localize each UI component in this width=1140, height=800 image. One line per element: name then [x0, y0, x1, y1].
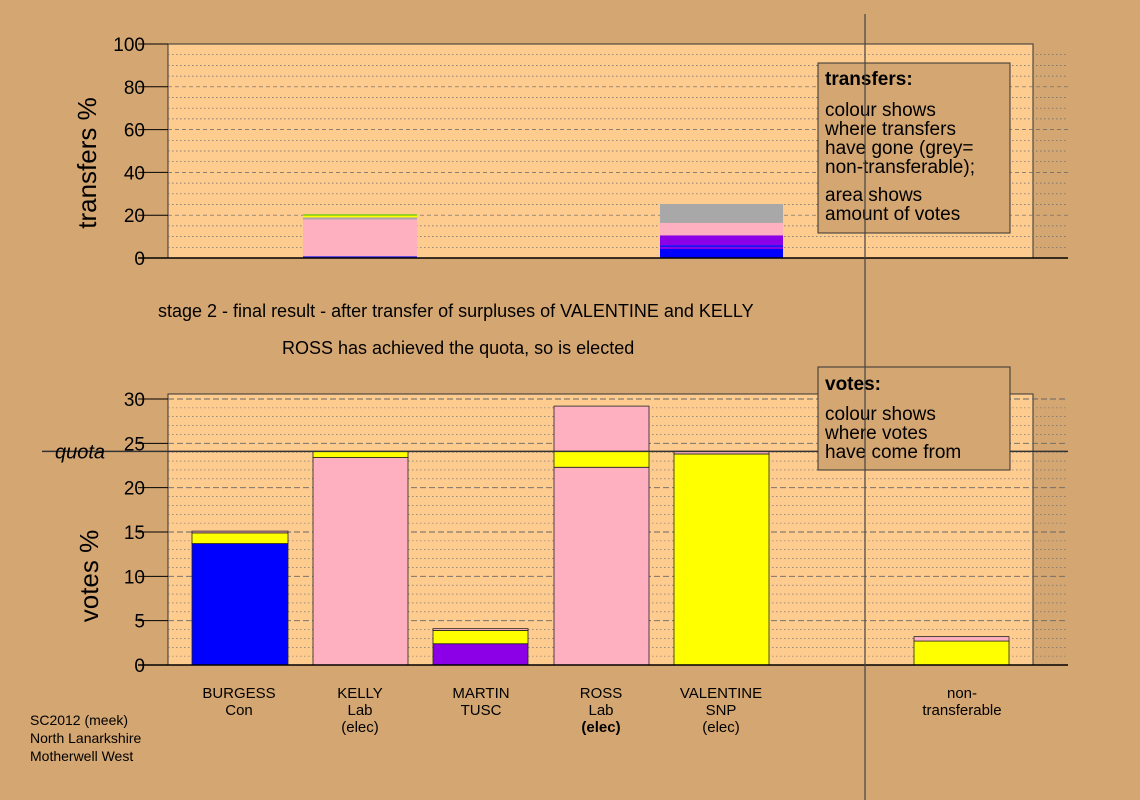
y-tick-label: 20 — [124, 206, 145, 227]
votes-y-ticks: 0 5 10 15 20 25 30 — [124, 390, 168, 677]
votes-legend-line: have come from — [825, 442, 961, 463]
vote-segment — [191, 530, 289, 534]
votes-bars — [191, 405, 1010, 666]
transfers-legend-line: colour shows — [825, 100, 936, 121]
transfer-segment — [303, 256, 417, 258]
vote-segment — [191, 532, 289, 544]
y-tick-label: 20 — [124, 479, 145, 500]
credit-line: North Lanarkshire — [30, 730, 141, 746]
x-category-label: (elec) — [341, 719, 379, 736]
vote-segment — [553, 450, 650, 468]
vote-segment — [432, 628, 529, 631]
transfer-segment — [303, 217, 417, 220]
vote-segment — [432, 643, 529, 666]
x-category-label: VALENTINE — [680, 685, 762, 702]
y-tick-label: 0 — [134, 249, 145, 270]
x-category-label: MARTIN — [452, 685, 509, 702]
y-tick-label: 80 — [124, 78, 145, 99]
vote-segment — [913, 636, 1010, 642]
transfers-legend-box — [817, 62, 1011, 234]
x-category-label: SNP — [706, 702, 737, 719]
y-tick-label: 40 — [124, 163, 145, 184]
x-category-label: transferable — [922, 702, 1001, 719]
transfers-legend: transfers: colour shows where transfers … — [817, 62, 1011, 234]
y-tick-label: 10 — [124, 567, 145, 588]
x-category-label: TUSC — [461, 702, 502, 719]
y-tick-label: 60 — [124, 121, 145, 142]
x-category-label: BURGESS — [202, 685, 275, 702]
vote-segment — [553, 405, 650, 452]
quota-label: quota — [55, 441, 105, 463]
y-tick-label: 30 — [124, 390, 145, 411]
transfer-segment — [660, 246, 783, 250]
votes-legend-box — [817, 366, 1011, 471]
vote-segment — [553, 466, 650, 666]
transfers-bars — [303, 204, 783, 258]
transfers-legend-line: amount of votes — [825, 204, 960, 225]
vote-segment — [432, 630, 529, 645]
transfer-segment — [660, 249, 783, 258]
x-category-label: KELLY — [337, 685, 383, 702]
x-category-label: non- — [947, 685, 977, 702]
votes-y-axis-label: votes % — [74, 530, 104, 623]
x-category-label: (elec) — [581, 719, 620, 736]
transfers-chart: 0 20 40 60 80 100 transfers % transfers: colo… — [72, 35, 1068, 270]
transfers-y-ticks: 0 20 40 60 80 100 — [113, 35, 168, 270]
vote-segment — [312, 450, 409, 458]
transfer-segment — [660, 222, 783, 236]
result-caption: ROSS has achieved the quota, so is elect… — [282, 338, 634, 358]
transfer-segment — [660, 204, 783, 223]
transfers-legend-line: area shows — [825, 185, 922, 206]
y-tick-label: 5 — [134, 612, 145, 633]
vote-segment — [913, 640, 1010, 666]
x-category-label: Con — [225, 702, 253, 719]
credit-line: SC2012 (meek) — [30, 712, 128, 728]
votes-legend: votes: colour shows where votes have com… — [817, 366, 1011, 471]
votes-legend-title: votes: — [825, 374, 881, 395]
transfers-legend-line: non-transferable); — [825, 157, 975, 178]
y-tick-label: 100 — [113, 35, 145, 56]
vote-segment — [312, 457, 409, 666]
x-category-label: ROSS — [580, 685, 623, 702]
vote-segment — [191, 543, 289, 666]
transfers-legend-title: transfers: — [825, 69, 913, 90]
transfers-legend-line: have gone (grey= — [825, 138, 973, 159]
transfers-legend-line: where transfers — [824, 119, 956, 140]
vote-segment — [673, 453, 770, 666]
y-tick-label: 25 — [124, 434, 145, 455]
x-category-label: Lab — [347, 702, 372, 719]
transfer-segment — [303, 214, 417, 216]
x-category-label: Lab — [588, 702, 613, 719]
votes-legend-line: where votes — [824, 423, 927, 444]
stage-caption: stage 2 - final result - after transfer … — [158, 301, 754, 321]
votes-legend-line: colour shows — [825, 404, 936, 425]
y-tick-label: 0 — [134, 656, 145, 677]
transfers-y-axis-label: transfers % — [72, 97, 102, 229]
credit-line: Motherwell West — [30, 748, 133, 764]
transfer-segment — [660, 245, 783, 247]
transfer-segment — [303, 219, 417, 257]
transfer-segment — [660, 235, 783, 246]
x-category-label: (elec) — [702, 719, 740, 736]
votes-x-labels: BURGESSConKELLYLab(elec)MARTINTUSCROSSLa… — [202, 685, 1001, 736]
y-tick-label: 15 — [124, 523, 145, 544]
transfer-segment — [303, 215, 417, 218]
